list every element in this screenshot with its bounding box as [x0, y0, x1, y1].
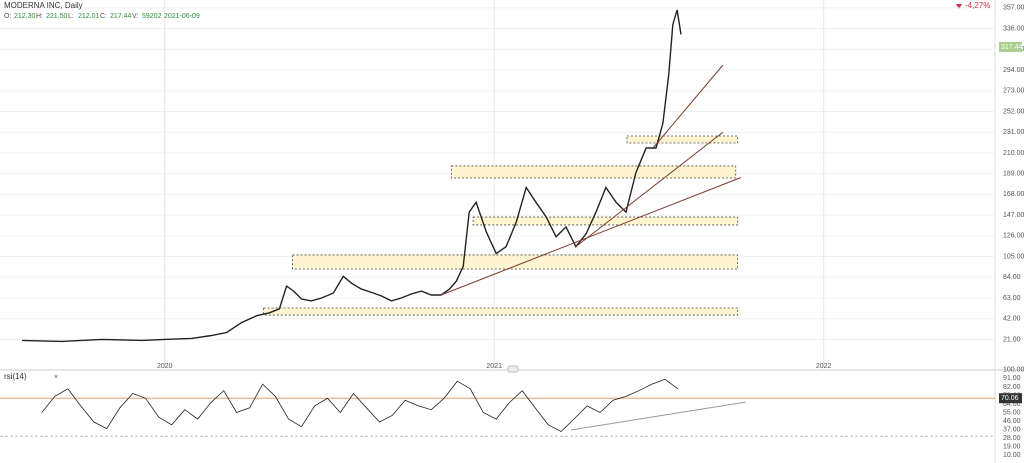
date-label: 2021-06-09 [164, 13, 200, 20]
indicator-title: rsi(14) [4, 372, 27, 381]
x-tick-label: 2021 [486, 363, 502, 370]
x-tick-label: 2020 [157, 363, 173, 370]
y-tick-label: 55.00 [1003, 409, 1021, 416]
x-tick-label: 2022 [816, 363, 832, 370]
last-value-box [999, 41, 1022, 52]
panel-handle[interactable] [507, 365, 519, 373]
ohlc-value: 221.50 [46, 13, 68, 20]
y-tick-label: 210.00 [1003, 150, 1024, 157]
ohlc-value: 217.44 [110, 13, 132, 20]
y-tick-label: 82.00 [1003, 384, 1021, 391]
ohlc-label: L: [68, 13, 74, 20]
y-tick-label: 64.00 [1003, 401, 1021, 408]
change-label: -4,27% [965, 1, 990, 10]
y-tick-label: 21.00 [1003, 336, 1021, 343]
y-tick-label: 46.00 [1003, 418, 1021, 425]
ohlc-value: 59202 [142, 13, 162, 20]
ohlc-label: H: [36, 13, 43, 20]
y-tick-label: 10.00 [1003, 452, 1021, 459]
y-tick-label: 252.00 [1003, 108, 1024, 115]
y-tick-label: 28.00 [1003, 435, 1021, 442]
zone [472, 216, 739, 226]
zone [450, 165, 737, 179]
trendline [570, 401, 746, 431]
y-tick-label: 42.00 [1003, 316, 1021, 323]
y-tick-label: 231.00 [1003, 129, 1024, 136]
zone [626, 135, 739, 144]
trendline [575, 131, 724, 248]
zone [263, 307, 739, 316]
y-tick-label: 100.00 [1003, 367, 1024, 374]
y-tick-label: 37.00 [1003, 426, 1021, 433]
trendline [440, 177, 741, 296]
y-tick-label: 294.00 [1003, 67, 1024, 74]
y-tick-label: 336.00 [1003, 25, 1024, 32]
last-value-label: 317.44 [1001, 44, 1023, 51]
ohlc-label: O: [4, 13, 11, 20]
ohlc-value: 212.30 [14, 13, 36, 20]
y-tick-label: 84.00 [1003, 274, 1021, 281]
zone [292, 254, 739, 270]
y-tick-label: 357.00 [1003, 5, 1024, 12]
y-tick-label: 91.00 [1003, 375, 1021, 382]
down-arrow [956, 4, 962, 9]
y-tick-label: 273.00 [1003, 88, 1024, 95]
ohlc-value: 212.01 [78, 13, 100, 20]
y-tick-label: 126.00 [1003, 233, 1024, 240]
last-value-box [999, 393, 1022, 404]
close-icon[interactable]: × [54, 374, 58, 381]
ohlc-label: C: [100, 13, 107, 20]
y-tick-label: 189.00 [1003, 170, 1024, 177]
y-tick-label: 147.00 [1003, 212, 1024, 219]
y-tick-label: 19.00 [1003, 443, 1021, 450]
series-line [41, 378, 679, 432]
y-tick-label: 168.00 [1003, 191, 1024, 198]
last-value-label: 70.06 [1001, 395, 1019, 402]
y-tick-label: 105.00 [1003, 253, 1024, 260]
chart-title: MODERNA INC, Daily [4, 1, 83, 10]
ohlc-label: V: [132, 13, 138, 20]
y-tick-label: 63.00 [1003, 295, 1021, 302]
trendline [652, 64, 724, 149]
